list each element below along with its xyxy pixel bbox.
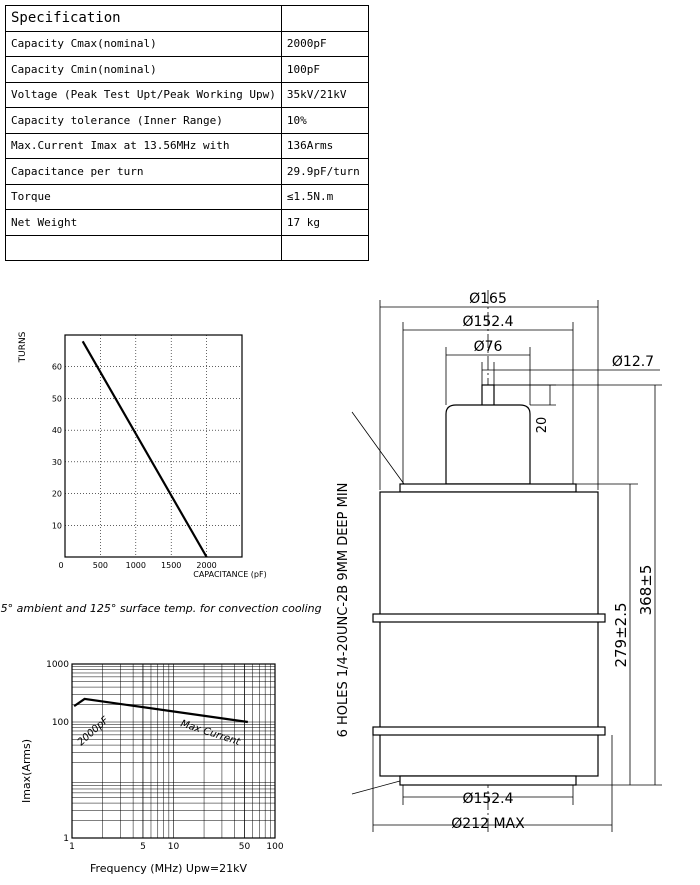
spec-value: 136Arms — [280, 132, 370, 159]
spec-row: Max.Current Imax at 13.56MHz with 136Arms — [5, 132, 370, 159]
spec-label: Torque — [5, 183, 282, 210]
header-cell: Specification — [5, 5, 282, 32]
holes-note: 6 HOLES 1/4-20UNC-2B 9MM DEEP MIN — [336, 483, 351, 738]
spec-row: Capacity Cmax(nominal) 2000pF — [5, 30, 370, 57]
spec-value: 2000pF — [280, 30, 370, 57]
spec-row: Capacity Cmin(nominal) 100pF — [5, 56, 370, 83]
y-axis-label: TURNS — [18, 331, 28, 363]
x-tick-label: 0 — [58, 561, 63, 570]
spec-label: Max.Current Imax at 13.56MHz with — [5, 132, 282, 159]
x-tick-label: 1000 — [126, 561, 146, 570]
x-tick-label: 50 — [239, 842, 251, 852]
spec-label: Net Weight — [5, 209, 282, 236]
empty-row — [5, 234, 370, 261]
chart: 0 500 1000 1500 2000 10 20 30 40 50 60 TURNS CAPACIT… — [18, 331, 267, 579]
dimension-label: Ø152.4 — [462, 791, 513, 807]
plot-frame — [71, 663, 276, 839]
dimension-label: Ø12.7 — [612, 354, 654, 370]
annotation: Max Current — [179, 718, 242, 748]
spec-row: Capacitance per turn 29.9pF/turn — [5, 158, 370, 185]
spec-label: Capacitance per turn — [5, 158, 282, 185]
spec-row: Net Weight 17 kg — [5, 209, 370, 236]
ring — [372, 726, 606, 736]
spec-label: Capacity tolerance (Inner Range) — [5, 107, 282, 134]
dimension-label: Ø165 — [469, 291, 507, 307]
x-axis-label: CAPACITANCE (pF) — [193, 570, 266, 579]
bottom-flange — [399, 775, 577, 786]
x-tick-label: 1 — [69, 842, 75, 852]
spec-value: 35kV/21kV — [280, 81, 370, 108]
spec-label: Capacity Cmax(nominal) — [5, 30, 282, 57]
spec-value: 29.9pF/turn — [280, 158, 370, 185]
spec-row: Capacity tolerance (Inner Range) 10% — [5, 107, 370, 134]
spec-value: 10% — [280, 107, 370, 134]
x-axis-label: Frequency (MHz) Upw=21kV — [90, 862, 248, 875]
empty-cell — [5, 234, 282, 261]
spec-row: Voltage (Peak Test Upt/Peak Working Upw)… — [5, 81, 370, 108]
spec-row: Torque ≤1.5N.m — [5, 183, 370, 210]
spec-table: Specification Capacity Cmax(nominal) 2000… — [5, 5, 370, 261]
y-tick-label: 1000 — [46, 660, 69, 670]
y-tick-label: 100 — [52, 718, 69, 728]
x-tick-label: 100 — [266, 842, 283, 852]
ring — [372, 613, 606, 623]
y-axis-label: Imax(Arms) — [20, 739, 33, 803]
dimension-label: 20 — [535, 417, 550, 434]
data-line — [81, 340, 208, 558]
plot-frame — [64, 334, 243, 558]
x-tick-label: 10 — [168, 842, 180, 852]
dimension-lines — [351, 300, 662, 832]
spec-value: 100pF — [280, 56, 370, 83]
spec-label: Capacity Cmin(nominal) — [5, 56, 282, 83]
header-row: Specification — [5, 5, 370, 32]
dome — [445, 404, 531, 485]
note-text: Imax at 25° ambient and 125° surface tem… — [0, 602, 322, 615]
dimension-label: 279±2.5 — [612, 602, 630, 667]
y-tick-label: 40 — [52, 426, 62, 435]
spec-body: Specification Capacity Cmax(nominal) 2000… — [5, 5, 370, 261]
y-tick-label: 10 — [52, 521, 62, 530]
drawing: Ø165 Ø152.4 Ø76 Ø12.7 20 368±5 279±2.5 6… — [336, 290, 662, 832]
header-cell — [280, 5, 370, 32]
y-tick-label: 30 — [52, 458, 62, 467]
x-tick-label: 5 — [140, 842, 146, 852]
annotation: 2000pF — [76, 715, 111, 748]
spec-label: Voltage (Peak Test Upt/Peak Working Upw) — [5, 81, 282, 108]
y-tick-label: 1 — [63, 834, 69, 844]
dimension-label: 368±5 — [637, 565, 655, 616]
data-line — [73, 697, 248, 724]
y-tick-label: 60 — [52, 363, 62, 372]
top-flange — [399, 483, 577, 493]
x-tick-label: 2000 — [196, 561, 216, 570]
chart: 1 5 10 50 100 1 100 1000 Imax(Arms) Frequency (MH… — [20, 660, 284, 875]
spec-value: ≤1.5N.m — [280, 183, 370, 210]
dimension-label: Ø76 — [474, 339, 503, 355]
dimension-label: Ø152.4 — [462, 314, 513, 330]
x-tick-label: 1500 — [161, 561, 181, 570]
dimension-label: Ø212 MAX — [451, 816, 525, 832]
empty-cell — [280, 234, 370, 261]
stem — [481, 384, 495, 407]
spec-value: 17 kg — [280, 209, 370, 236]
y-tick-label: 20 — [52, 490, 62, 499]
x-tick-label: 500 — [93, 561, 108, 570]
note: Imax at 25° ambient and 125° surface tem… — [0, 602, 322, 615]
y-tick-label: 50 — [52, 394, 62, 403]
